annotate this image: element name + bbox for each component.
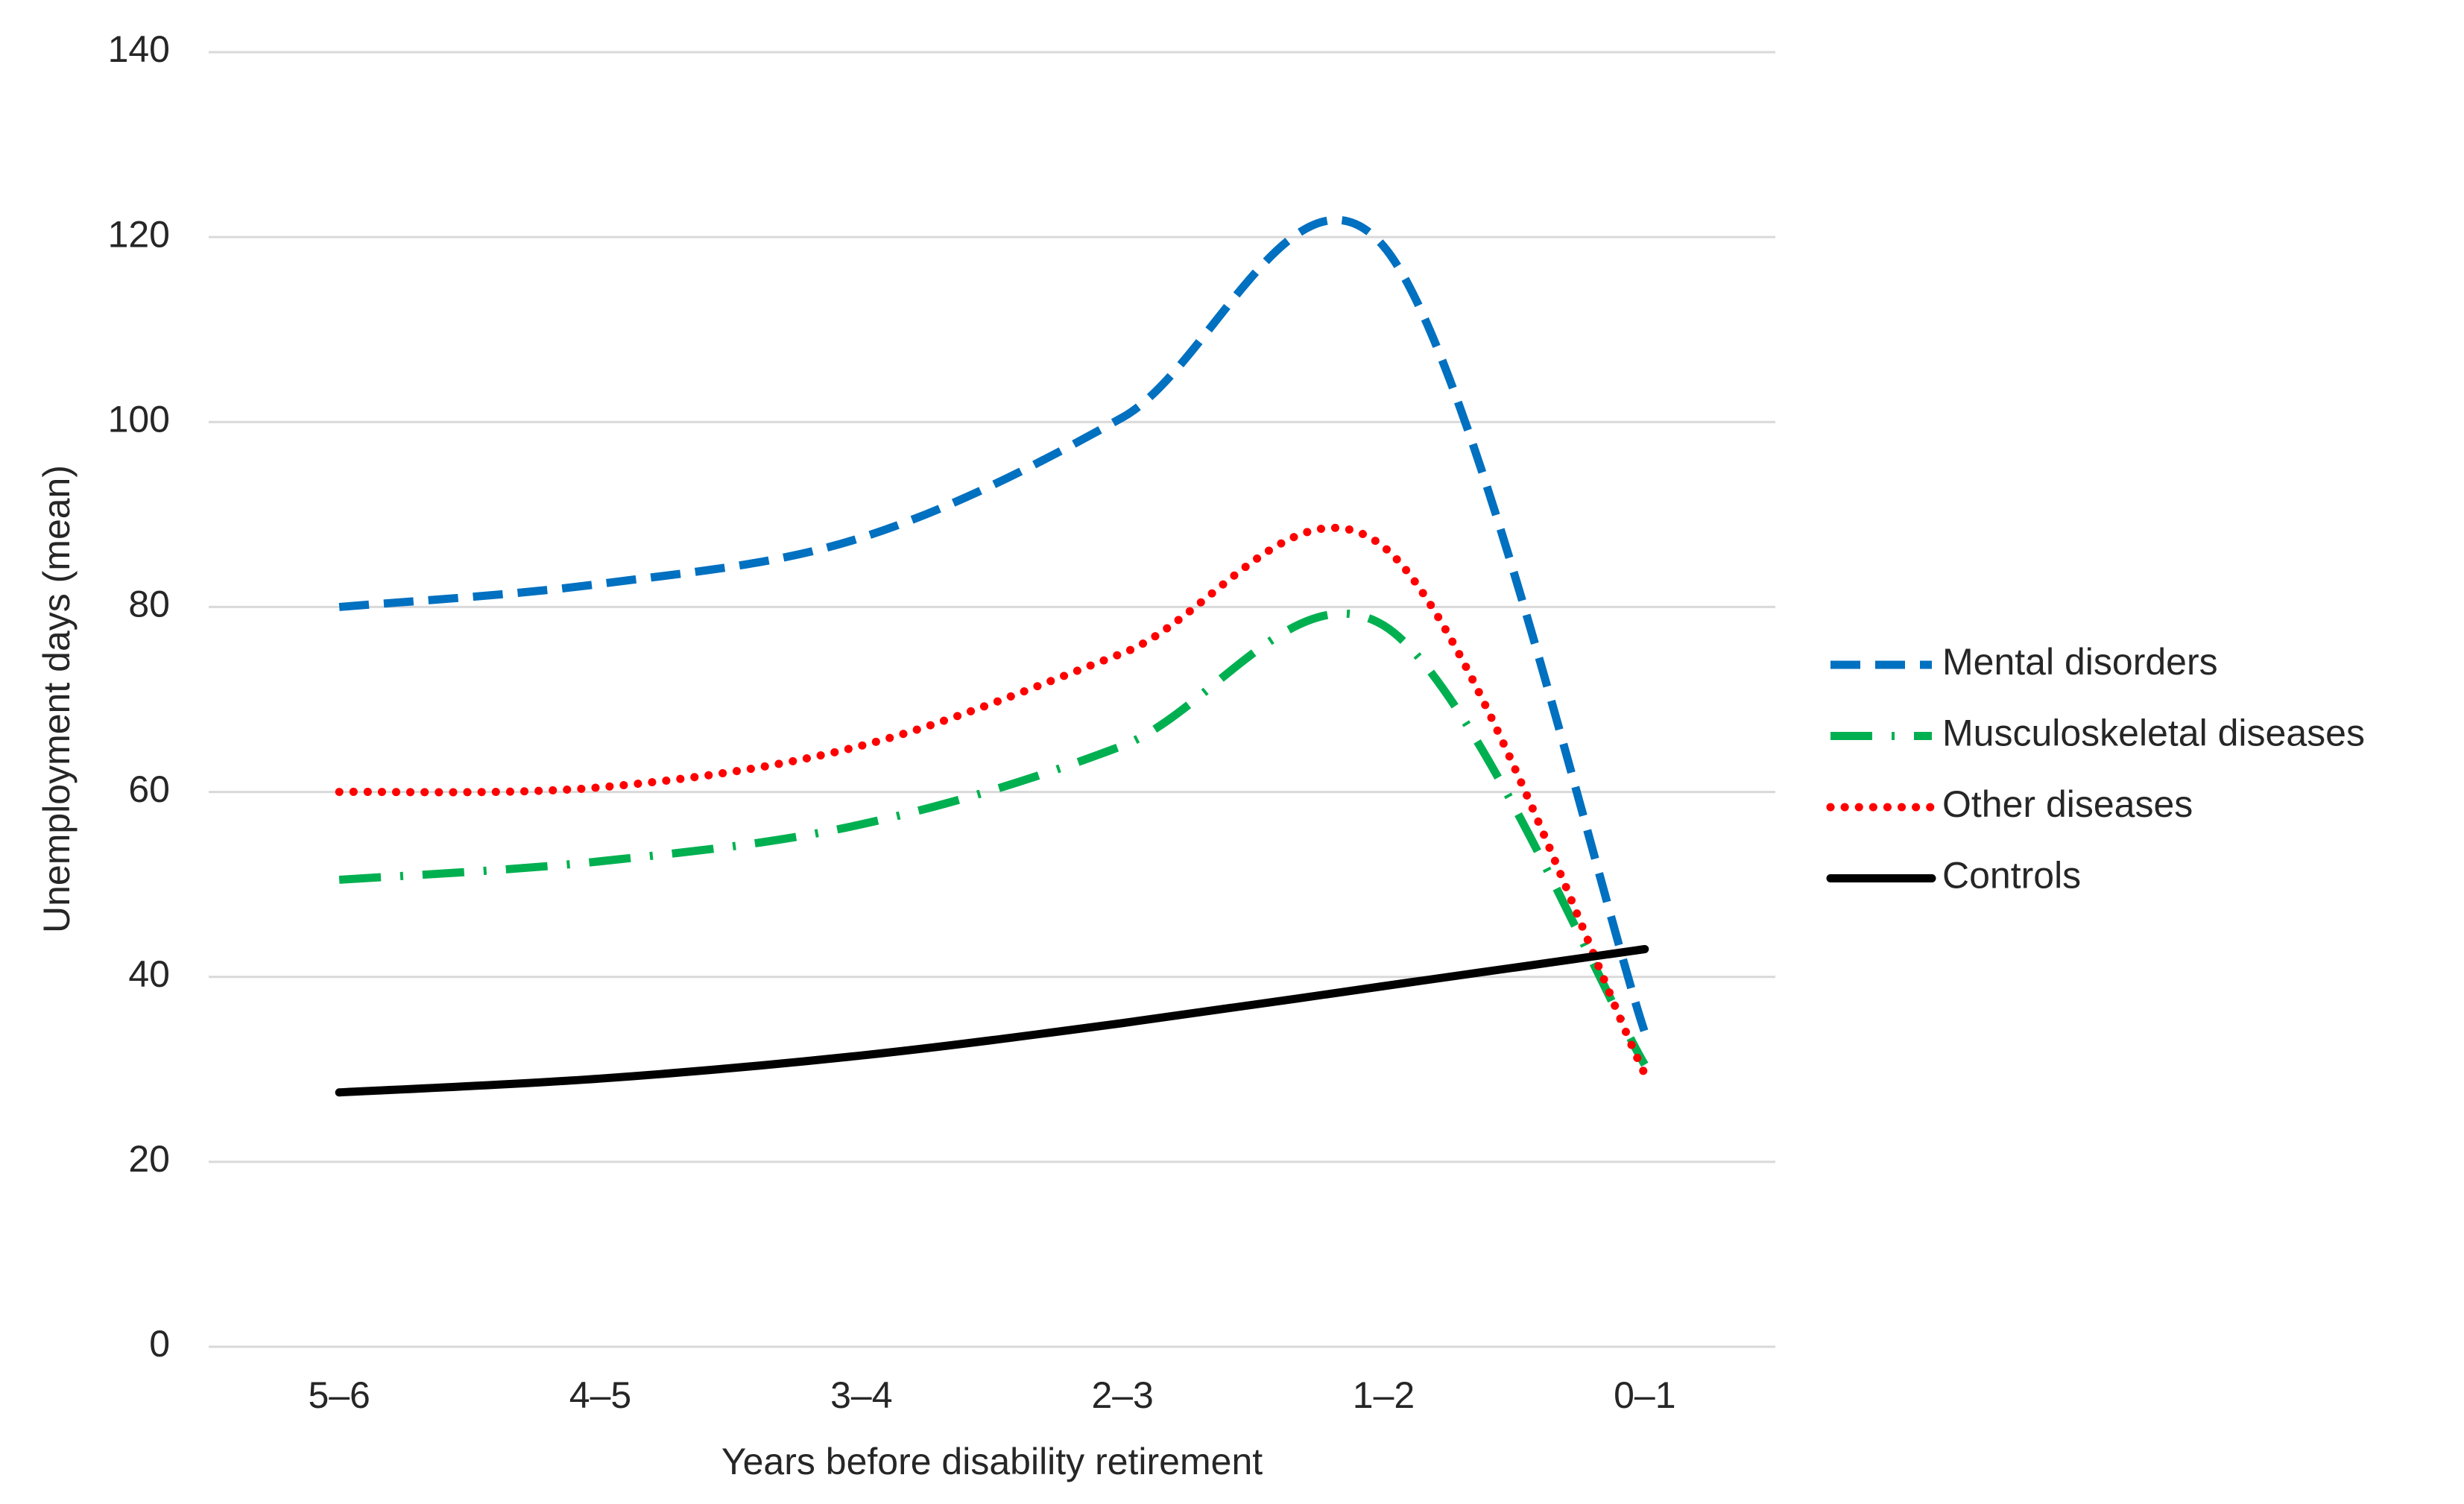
y-tick-label: 140 <box>108 28 170 70</box>
y-axis-title: Unemployment days (mean) <box>36 465 78 933</box>
legend-label: Controls <box>1942 855 2081 897</box>
x-tick-label: 0–1 <box>1614 1374 1675 1416</box>
legend-label: Other diseases <box>1942 783 2193 825</box>
x-tick-label: 5–6 <box>308 1374 370 1416</box>
series-line <box>335 944 1649 1097</box>
series-line <box>338 610 1649 1067</box>
series-line <box>335 523 1649 1078</box>
y-tick-label: 80 <box>128 584 170 625</box>
y-tick-label: 60 <box>128 768 170 810</box>
y-tick-label: 20 <box>128 1138 170 1180</box>
x-tick-label: 2–3 <box>1091 1374 1153 1416</box>
x-tick-label: 3–4 <box>830 1374 892 1416</box>
series-line <box>338 215 1649 1034</box>
legend-label: Musculoskeletal diseases <box>1942 712 2365 754</box>
x-tick-label: 1–2 <box>1353 1374 1415 1416</box>
x-axis-title: Years before disability retirement <box>721 1441 1263 1482</box>
y-tick-label: 0 <box>149 1323 170 1365</box>
y-tick-label: 40 <box>128 953 170 995</box>
x-tick-label: 4–5 <box>569 1374 631 1416</box>
y-tick-label: 100 <box>108 398 170 440</box>
legend-label: Mental disorders <box>1942 641 2218 683</box>
y-tick-label: 120 <box>108 213 170 255</box>
